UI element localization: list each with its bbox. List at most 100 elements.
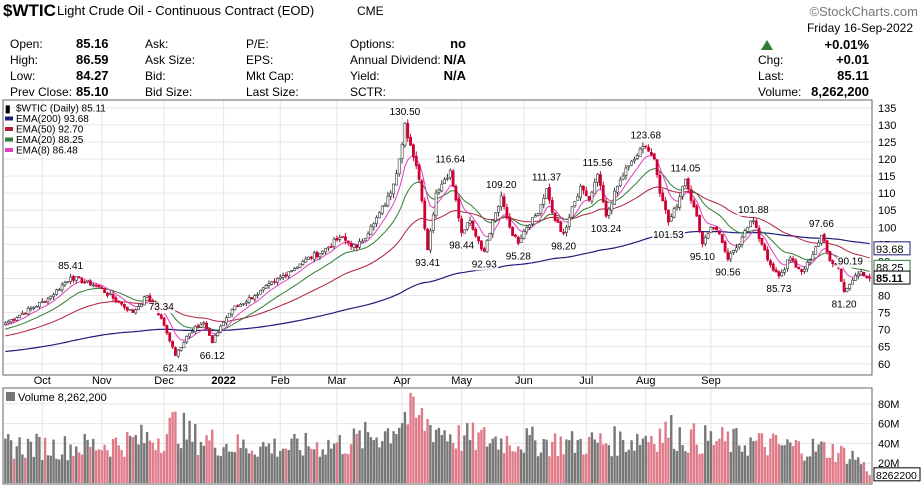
options-label: Options: bbox=[350, 37, 395, 51]
volume-bar bbox=[43, 437, 47, 483]
candle-body bbox=[310, 256, 313, 259]
volume-bar bbox=[253, 454, 256, 483]
volume-bar bbox=[228, 451, 231, 483]
candle-body bbox=[698, 215, 701, 232]
price-annotation: 101.53 bbox=[653, 230, 684, 241]
candle-body bbox=[777, 271, 781, 277]
volume-bar bbox=[678, 427, 681, 483]
candle-body bbox=[128, 308, 132, 311]
candle-body bbox=[842, 281, 846, 292]
volume-bar bbox=[587, 436, 591, 483]
high-label: High: bbox=[10, 53, 38, 67]
volume-bar bbox=[542, 438, 545, 483]
volume-bar bbox=[202, 445, 205, 483]
high-value: 86.59 bbox=[76, 52, 109, 67]
candle-body bbox=[652, 153, 656, 160]
candle-body bbox=[293, 268, 296, 271]
candle-body bbox=[290, 270, 293, 272]
volume-bar bbox=[471, 422, 475, 483]
candle-body bbox=[865, 276, 869, 278]
candle-body bbox=[216, 332, 220, 337]
candle-body bbox=[69, 276, 72, 282]
candle-body bbox=[635, 155, 639, 159]
volume-bar bbox=[828, 457, 832, 483]
candle-body bbox=[338, 237, 342, 240]
volume-bar bbox=[131, 437, 135, 483]
volume-bar bbox=[644, 435, 647, 483]
candle-body bbox=[35, 306, 38, 308]
candle-body bbox=[715, 226, 718, 231]
candle-body bbox=[355, 244, 359, 249]
volume-bar bbox=[638, 445, 642, 483]
volume-bar bbox=[32, 456, 35, 483]
candle-body bbox=[358, 241, 361, 248]
price-last-tag: 85.11 bbox=[876, 273, 903, 285]
bid-label: Bid: bbox=[145, 69, 166, 83]
candle-body bbox=[162, 317, 166, 326]
volume-bar bbox=[123, 456, 126, 483]
candle-body bbox=[584, 190, 588, 197]
volume-bar bbox=[814, 451, 817, 483]
candle-body bbox=[168, 332, 172, 342]
volume-bar bbox=[72, 455, 75, 483]
volume-bar bbox=[553, 433, 557, 483]
volume-bar bbox=[15, 446, 18, 483]
candle-body bbox=[854, 274, 857, 281]
volume-bar bbox=[114, 437, 118, 483]
candle-body bbox=[38, 302, 41, 308]
volume-bar bbox=[704, 425, 707, 483]
candle-body bbox=[383, 204, 387, 207]
candle-body bbox=[556, 219, 560, 223]
candle-body bbox=[210, 335, 214, 344]
volume-bar bbox=[573, 452, 577, 483]
chart-header: $WTIC Light Crude Oil - Continuous Contr… bbox=[3, 1, 918, 99]
volume-tick-label: 40M bbox=[878, 438, 899, 450]
candle-body bbox=[720, 234, 724, 243]
volume-bar bbox=[26, 438, 30, 483]
price-tick-label: 105 bbox=[878, 205, 896, 217]
candle-body bbox=[165, 325, 169, 334]
candle-legend-icon: ▮ bbox=[5, 104, 11, 115]
volume-bar bbox=[655, 451, 659, 483]
candle-body bbox=[94, 284, 98, 287]
price-annotation: 95.28 bbox=[506, 251, 531, 262]
candle-body bbox=[89, 280, 92, 286]
candle-body bbox=[567, 217, 571, 227]
candle-body bbox=[324, 248, 327, 253]
volume-bar bbox=[825, 457, 829, 483]
volume-bar bbox=[18, 437, 21, 483]
volume-bar bbox=[83, 433, 86, 483]
volume-bar bbox=[381, 441, 384, 483]
volume-bar bbox=[808, 456, 812, 483]
candle-body bbox=[454, 185, 458, 201]
volume-bar bbox=[364, 421, 367, 483]
volume-bar bbox=[596, 442, 599, 483]
volume-bar bbox=[276, 456, 279, 483]
candle-body bbox=[701, 231, 704, 245]
candle-body bbox=[494, 212, 497, 221]
candle-body bbox=[270, 281, 274, 285]
candle-body bbox=[712, 227, 716, 229]
candle-body bbox=[55, 289, 58, 295]
candle-body bbox=[604, 201, 608, 217]
volume-bar bbox=[239, 447, 242, 483]
candle-body bbox=[471, 220, 475, 230]
price-tick-label: 110 bbox=[878, 188, 896, 200]
price-annotation-bg bbox=[161, 363, 190, 375]
volume-bar bbox=[610, 456, 613, 483]
candle-body bbox=[511, 226, 514, 236]
volume-bar bbox=[432, 442, 435, 483]
volume-bar bbox=[514, 451, 517, 483]
candle-body bbox=[392, 183, 395, 195]
volume-bar bbox=[60, 454, 64, 483]
candle-body bbox=[400, 144, 404, 159]
volume-bar bbox=[103, 444, 106, 483]
volume-bar bbox=[706, 440, 710, 483]
volume-bar bbox=[715, 441, 718, 483]
volume-bar bbox=[593, 439, 596, 483]
price-annotations: 85.41 73.34 62.43 66.12 130.50 93.41 116.64 98.… bbox=[57, 107, 865, 375]
candle-body bbox=[516, 236, 520, 244]
candle-body bbox=[627, 165, 631, 168]
volume-bar bbox=[389, 443, 392, 483]
volume-bar bbox=[77, 452, 81, 483]
